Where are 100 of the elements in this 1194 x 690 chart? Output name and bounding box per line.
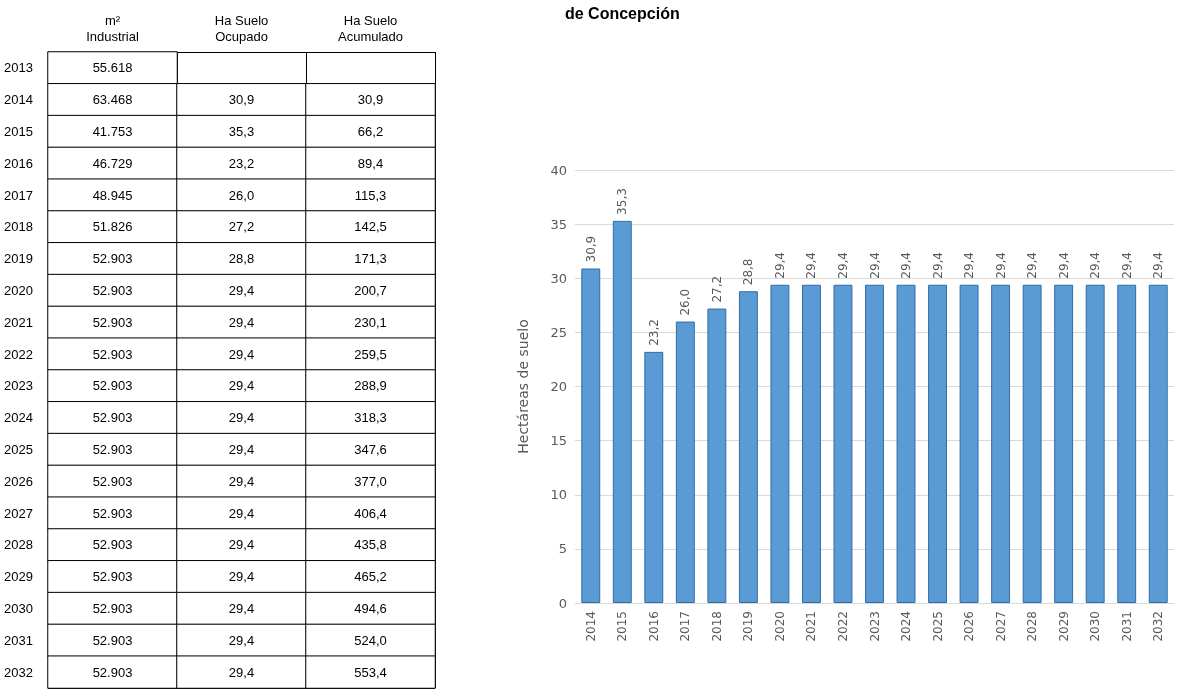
data-label: 29,4 [228, 664, 255, 680]
bar [896, 284, 916, 603]
data-label: 29,4 [228, 601, 255, 616]
data-label: 347,6 [354, 442, 387, 457]
data-label: 52.903 [92, 283, 133, 298]
data-label: 142,5 [354, 219, 387, 235]
x-tick-label: 2027 [993, 611, 1008, 642]
y-tick-label: 2030 [4, 601, 33, 616]
data-label: 52.903 [92, 569, 133, 585]
y-tick-label: 2015 [4, 124, 33, 139]
data-label: 29,4 [1056, 252, 1071, 279]
data-label: 29,4 [804, 252, 819, 279]
data-label: 29,4 [1151, 252, 1166, 279]
y-tick-label: 2014 [4, 92, 33, 108]
data-label: 52.903 [92, 601, 133, 616]
x-tick-label: 2030 [1088, 611, 1103, 642]
bar [707, 308, 727, 603]
y-tick-label: 2029 [4, 569, 33, 585]
y-tick-label: 40 [550, 162, 567, 178]
data-label: 171,3 [354, 251, 387, 267]
bar [770, 284, 790, 603]
y-tick-label: 2013 [4, 60, 33, 76]
data-label: 52.903 [92, 473, 133, 489]
data-label: 524,0 [354, 632, 387, 648]
x-tick-label: 2029 [1056, 611, 1071, 642]
y-tick-label: 2020 [4, 283, 33, 298]
data-label: 29,4 [228, 346, 255, 362]
y-tick-label: 5 [558, 541, 567, 557]
x-tick-label: 2023 [867, 611, 882, 642]
y-tick-label: 0 [558, 595, 567, 611]
data-label: 27,2 [228, 219, 255, 235]
y-tick-label: 2022 [4, 346, 33, 362]
x-tick-label: Ha Suelo Ocupado [214, 12, 269, 44]
bar [1022, 284, 1042, 603]
y-tick-label: 15 [550, 433, 567, 449]
y-tick-label: 2032 [4, 664, 33, 680]
data-label: 29,4 [772, 252, 787, 279]
data-label: 230,1 [354, 314, 387, 330]
x-tick-label: 2019 [741, 611, 756, 642]
data-label: 28,8 [228, 251, 255, 267]
y-tick-label: 2023 [4, 378, 33, 394]
data-label: 63.468 [92, 92, 133, 108]
data-label: 26,0 [228, 187, 255, 203]
data-label: 66,2 [357, 124, 384, 139]
bar [581, 268, 601, 603]
data-label: 29,4 [228, 473, 255, 489]
data-label: 27,2 [709, 275, 724, 303]
x-tick-label: Ha Suelo Acumulado [337, 12, 404, 44]
bar [644, 351, 664, 603]
data-label: 29,4 [228, 537, 255, 553]
data-label: 29,4 [228, 283, 255, 298]
data-label: 52.903 [92, 410, 133, 426]
y-tick-label: 2025 [4, 442, 33, 457]
data-label: 435,8 [354, 537, 387, 553]
y-tick-label: 2021 [4, 314, 33, 330]
data-label: 89,4 [357, 155, 384, 171]
data-label: 115,3 [354, 187, 387, 203]
y-tick-label: 2027 [4, 505, 33, 521]
data-label: 41.753 [92, 124, 133, 139]
bar [1085, 284, 1105, 603]
y-tick-label: 2017 [4, 187, 33, 203]
data-label: 29,4 [228, 569, 255, 585]
data-label: 23,2 [646, 319, 661, 346]
data-label: 465,2 [354, 569, 387, 585]
chart-title: de Concepción [565, 4, 680, 22]
bar [801, 284, 821, 603]
y-tick-label: 2018 [4, 219, 33, 235]
data-label: 55.618 [92, 60, 133, 76]
bar [1054, 284, 1074, 603]
data-label: 30,9 [228, 92, 255, 108]
x-tick-label: 2031 [1119, 611, 1134, 642]
data-label: 30,9 [357, 92, 384, 108]
data-label: 35,3 [228, 124, 255, 139]
y-tick-label: 20 [550, 379, 567, 394]
x-tick-label: m² Industrial [86, 12, 139, 44]
data-label: 200,7 [354, 283, 387, 298]
bar [738, 291, 758, 603]
data-label: 29,4 [867, 252, 882, 279]
data-label: 29,4 [993, 252, 1008, 279]
data-label: 29,4 [1119, 252, 1134, 279]
bar [833, 284, 853, 603]
data-label: 29,4 [835, 252, 850, 279]
data-label: 29,4 [899, 252, 914, 279]
data-label: 288,9 [354, 378, 387, 394]
bar [959, 284, 979, 603]
bar [1117, 284, 1137, 603]
data-label: 52.903 [92, 251, 133, 267]
x-tick-label: 2024 [899, 611, 914, 642]
data-label: 377,0 [354, 473, 387, 489]
data-label: 52.903 [92, 346, 133, 362]
data-label: 29,4 [1025, 252, 1040, 279]
x-tick-label: 2018 [709, 611, 724, 642]
data-label: 51.826 [92, 219, 133, 235]
y-tick-label: 2019 [4, 251, 33, 267]
y-axis-title: Hectáreas de suelo [515, 319, 531, 454]
y-tick-label: 30 [550, 270, 567, 286]
data-label: 52.903 [92, 537, 133, 553]
data-label: 52.903 [92, 314, 133, 330]
bar [1148, 284, 1168, 603]
data-label: 46.729 [92, 155, 133, 171]
